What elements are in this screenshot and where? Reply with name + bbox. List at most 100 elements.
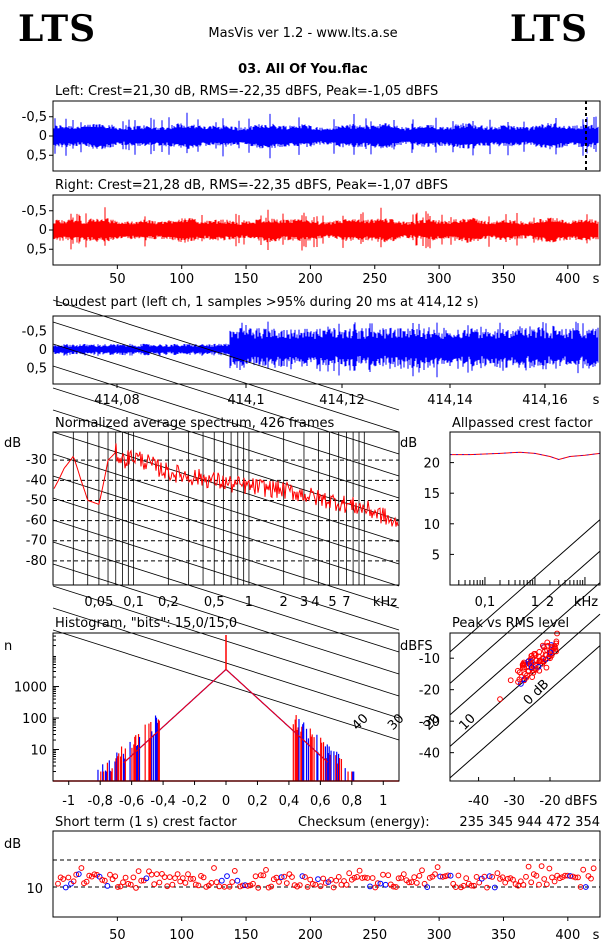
short-crest-point	[55, 880, 61, 887]
short-crest-point	[299, 873, 306, 879]
time-axis-label: 300	[427, 272, 452, 287]
spectrum-slope-line	[52, 343, 400, 455]
peakrms-ylabel: dBFS	[400, 639, 433, 654]
short-crest-point	[302, 874, 308, 880]
short-crest-point	[211, 865, 217, 871]
short-crest-xlabel: 50	[109, 928, 126, 943]
short-crest-point	[99, 877, 106, 883]
short-crest-xlabel: 150	[234, 928, 259, 943]
peakrms-point	[524, 672, 530, 679]
time-axis-label: 200	[298, 272, 323, 287]
short-crest-point	[78, 865, 85, 871]
short-crest-point	[252, 873, 259, 880]
short-crest-point	[385, 872, 392, 879]
short-crest-point	[374, 880, 381, 886]
short-crest-point	[231, 868, 238, 874]
short-crest-point	[551, 878, 558, 885]
short-crest-point	[86, 872, 93, 879]
crest-xunit: kHz	[574, 595, 598, 610]
short-crest-point	[393, 884, 399, 890]
peakrms-frame	[449, 632, 601, 782]
short-crest-point	[556, 875, 563, 882]
short-crest-point	[255, 884, 262, 891]
crest-xlabel: 0,1	[475, 595, 496, 610]
short-crest-point	[120, 879, 126, 886]
short-crest-point	[421, 880, 428, 887]
short-crest-point	[439, 873, 446, 880]
loudest-xlabel: 414,16	[522, 393, 568, 408]
short-crest-point	[582, 884, 589, 890]
short-crest-point	[260, 872, 267, 879]
short-crest-point	[450, 880, 457, 887]
short-crest-point	[317, 883, 324, 890]
short-crest-point	[361, 874, 368, 881]
spectrum-slope-line	[52, 387, 400, 499]
short-crest-point	[335, 874, 342, 880]
left-waveform-ytick: 0	[39, 129, 47, 144]
short-crest-point	[510, 876, 516, 883]
histogram-ylabel: n	[4, 639, 12, 654]
peakrms-point	[527, 656, 534, 662]
short-crest-point	[354, 874, 360, 880]
short-crest-point	[192, 881, 199, 888]
spectrum-slope-line	[52, 497, 400, 609]
left-waveform-ytick: -0,5	[22, 110, 47, 125]
short-crest-point	[416, 872, 423, 879]
checksum-value: 235 345 944 472 354	[459, 815, 600, 830]
short-crest-point	[172, 875, 178, 881]
right-waveform-ytick: -0,5	[22, 204, 47, 219]
short-crest-point	[296, 882, 303, 888]
short-crest-point	[315, 876, 321, 882]
time-axis-label: 250	[362, 272, 387, 287]
short-crest-point	[174, 871, 181, 877]
short-crest-point	[390, 883, 397, 890]
peakrms-point	[507, 677, 514, 684]
short-crest-point	[400, 871, 407, 878]
crest-title: Allpassed crest factor	[452, 416, 593, 431]
spectrum-slope-line	[52, 321, 400, 433]
short-crest-point	[333, 877, 340, 884]
spectrum-slope-line	[52, 365, 400, 477]
short-crest-point	[156, 879, 163, 886]
spectrum-xunit: kHz	[373, 595, 397, 610]
histogram-xlabel: -1	[62, 794, 75, 809]
short-crest-point	[484, 884, 490, 891]
peakrms-point	[553, 638, 560, 645]
crest-xlabel: 2	[546, 595, 554, 610]
short-crest-point	[104, 883, 111, 889]
histogram-xlabel: 0	[222, 794, 230, 809]
short-crest-point	[234, 877, 241, 884]
peakrms-point	[520, 661, 527, 667]
histogram-xlabel: -0,2	[182, 794, 207, 809]
short-crest-point	[250, 880, 256, 887]
spectrum-slope-line	[52, 563, 400, 675]
short-crest-xlabel: 400	[555, 928, 580, 943]
spectrum-slope-line	[52, 541, 400, 653]
loudest-title: Loudest part (left ch, 1 samples >95% du…	[55, 295, 479, 310]
short-crest-point	[546, 865, 553, 872]
crest-ytick: 15	[423, 487, 440, 502]
loudest-xlabel: 414,14	[427, 393, 473, 408]
short-crest-point	[107, 871, 113, 878]
time-axis-label: 50	[109, 272, 126, 287]
short-crest-point	[244, 882, 251, 889]
short-crest-xlabel: 100	[169, 928, 194, 943]
loudest-xlabel: 414,12	[319, 393, 365, 408]
short-crest-point	[75, 871, 82, 877]
short-crest-point	[138, 877, 145, 884]
short-crest-point	[351, 874, 358, 881]
short-crest-point	[307, 876, 314, 883]
short-crest-point	[489, 874, 496, 880]
peakrms-point	[516, 676, 523, 683]
spectrum-slope-line	[52, 431, 400, 543]
short-crest-point	[491, 884, 498, 891]
short-crest-point	[153, 871, 160, 877]
spectrum-xlabel: 1	[245, 595, 253, 610]
right-waveform-title: Right: Crest=21,28 dB, RMS=-22,35 dBFS, …	[55, 178, 448, 193]
short-crest-point	[575, 874, 581, 881]
short-crest-point	[133, 885, 139, 891]
loudest-frame	[52, 315, 601, 385]
short-crest-point	[226, 883, 233, 890]
spectrum-ytick: -80	[26, 554, 47, 569]
peakrms-point	[497, 696, 503, 703]
